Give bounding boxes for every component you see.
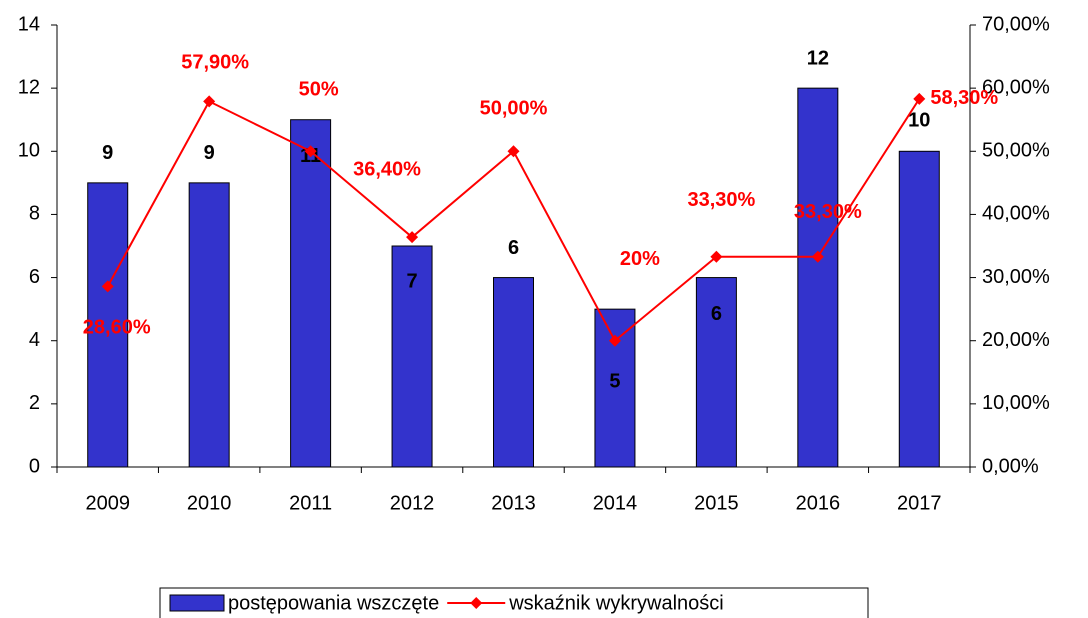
y-tick-label: 12 [18,76,40,98]
bar [493,277,534,468]
line-value-label: 50,00% [480,98,548,120]
bar-value-label: 10 [908,110,930,132]
x-tick-label: 2013 [491,492,536,514]
y2-tick-label: 0,00% [982,455,1039,477]
bar-value-label: 6 [508,237,519,259]
y-tick-label: 4 [29,329,40,351]
y-tick-label: 6 [29,266,40,288]
y2-tick-label: 60,00% [982,76,1050,98]
x-tick-label: 2015 [694,492,739,514]
x-tick-label: 2016 [796,492,841,514]
line-value-label: 50% [299,79,339,101]
bar-value-label: 7 [406,270,417,292]
bar-value-label: 5 [609,370,620,392]
legend-label: postępowania wszczęte [228,592,439,614]
y-tick-label: 10 [18,140,40,162]
x-tick-label: 2011 [289,492,332,514]
line-marker [710,250,723,263]
line-marker [101,280,114,293]
line-marker [406,231,419,244]
legend-swatch [169,594,225,612]
y2-tick-label: 70,00% [982,13,1050,35]
y2-tick-label: 30,00% [982,266,1050,288]
bar [695,277,737,468]
line-marker [304,145,317,158]
bar-value-label: 9 [204,142,215,164]
bar [391,245,433,468]
y2-tick-label: 10,00% [982,392,1050,414]
line-value-label: 28,60% [83,317,151,339]
bar-value-label: 6 [711,303,722,325]
x-tick-label: 2012 [390,492,435,514]
y2-tick-label: 50,00% [982,140,1050,162]
bar-value-label: 12 [807,47,829,69]
legend-swatch-marker [470,597,483,609]
line-value-label: 33,30% [687,189,755,211]
bar [797,87,839,468]
line-value-label: 58,30% [930,87,998,109]
legend-box [159,587,869,618]
line-marker [203,95,216,108]
x-tick-label: 2009 [85,492,130,514]
x-tick-label: 2014 [593,492,638,514]
bar [87,182,129,468]
y-tick-label: 2 [29,392,40,414]
y2-tick-label: 40,00% [982,203,1050,225]
line-value-label: 36,40% [353,158,421,180]
y2-tick-label: 20,00% [982,329,1050,351]
bar [188,182,230,468]
x-tick-label: 2017 [897,492,942,514]
y-tick-label: 8 [29,203,40,225]
bar [290,119,332,468]
x-tick-label: 2010 [187,492,232,514]
legend-label: wskaźnik wykrywalności [508,592,724,614]
bar [898,150,940,468]
y-tick-label: 14 [18,13,40,35]
y-tick-label: 0 [29,455,40,477]
line-marker [913,92,926,105]
line-value-label: 20% [620,248,660,270]
line-marker [608,334,621,347]
line-marker [507,145,520,158]
line-value-label: 33,30% [794,201,862,223]
line-value-label: 57,90% [181,52,249,74]
bar-value-label: 9 [102,142,113,164]
line-marker [811,250,824,263]
